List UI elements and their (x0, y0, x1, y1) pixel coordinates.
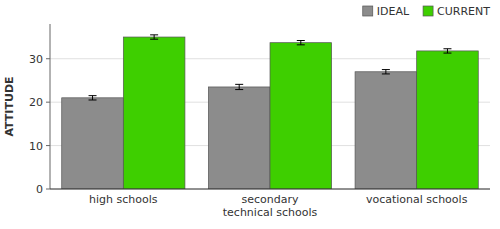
tick-label: 30 (29, 53, 43, 66)
legend-item: CURRENT (423, 5, 490, 18)
error-cap (297, 40, 305, 41)
category-label-line: high schools (89, 193, 158, 206)
bar (355, 72, 417, 189)
error-cap (382, 73, 390, 74)
bar (270, 43, 332, 189)
error-stem (385, 70, 386, 74)
error-cap (443, 48, 451, 49)
y-axis-line (50, 24, 51, 189)
error-cap (235, 84, 243, 85)
bar (208, 87, 270, 189)
error-bar (382, 70, 390, 74)
tick-mark (46, 102, 50, 103)
error-stem (239, 84, 240, 89)
error-cap (235, 89, 243, 90)
error-bar (443, 49, 451, 53)
error-cap (443, 53, 451, 54)
tick-mark (46, 189, 50, 190)
error-stem (447, 49, 448, 53)
error-stem (300, 41, 301, 45)
plot-area (62, 35, 479, 189)
error-cap (297, 44, 305, 45)
tick-label: 20 (29, 96, 43, 109)
grid-line (50, 189, 490, 190)
legend-label: CURRENT (437, 5, 490, 18)
y-axis-label: ATTITUDE (3, 76, 16, 136)
error-cap (150, 39, 158, 40)
category-label-line: vocational schools (366, 193, 468, 206)
legend-swatch (423, 6, 433, 16)
error-stem (154, 35, 155, 39)
x-ticks: high schools secondarytechnical schools vo… (89, 193, 468, 219)
category-label: high schools (89, 193, 158, 206)
error-bar (89, 96, 97, 100)
series (123, 35, 478, 189)
legend-swatch (363, 6, 373, 16)
series (62, 70, 417, 189)
chart-container: 0 10 20 30 high schools secondarytechnical sc… (0, 0, 500, 229)
bar (417, 51, 479, 189)
legend-item: IDEAL (363, 5, 410, 18)
bar (62, 98, 124, 189)
error-bar (150, 35, 158, 39)
tick-mark (46, 58, 50, 59)
category-label-line: technical schools (223, 206, 318, 219)
tick-label: 0 (36, 183, 43, 196)
error-cap (89, 99, 97, 100)
y-ticks: 0 10 20 30 (29, 53, 50, 196)
error-bar (235, 84, 243, 89)
legend: IDEAL CURRENT (363, 5, 491, 18)
error-cap (150, 34, 158, 35)
error-cap (382, 69, 390, 70)
legend-label: IDEAL (377, 5, 410, 18)
tick-label: 10 (29, 140, 43, 153)
error-stem (92, 96, 93, 100)
error-bar (297, 41, 305, 45)
category-label: secondarytechnical schools (223, 193, 318, 219)
tick-mark (46, 145, 50, 146)
category-label: vocational schools (366, 193, 468, 206)
chart-svg: 0 10 20 30 high schools secondarytechnical sc… (0, 0, 500, 229)
category-label-line: secondary (241, 193, 298, 206)
error-cap (89, 95, 97, 96)
x-axis-line (50, 189, 490, 190)
bar (123, 37, 185, 189)
